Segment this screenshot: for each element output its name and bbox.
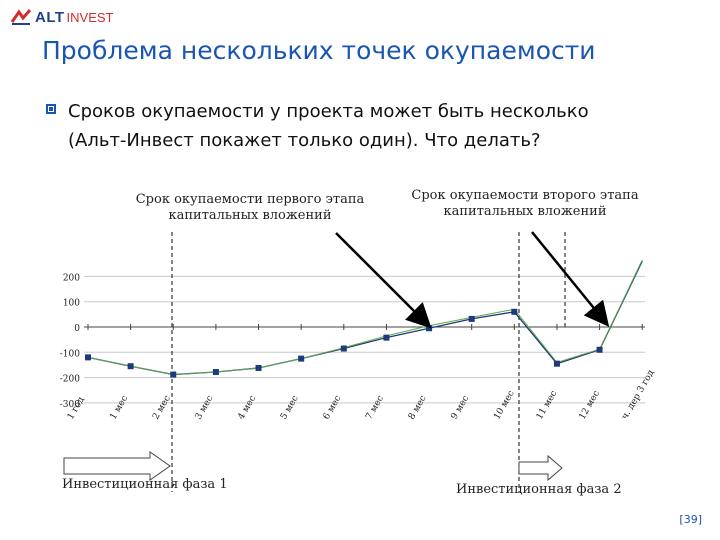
arrow-second-payback (531, 231, 610, 327)
page-title: Проблема нескольких точек окупаемости (42, 36, 596, 65)
page-number: [39] (679, 513, 702, 526)
x-tick-label: 1 мес (109, 394, 131, 421)
logo: ALT INVEST (10, 6, 114, 28)
bullet-text-line-2: (Альт-Инвест покажет только один). Что д… (68, 130, 541, 151)
x-tick-label: 11 мес (535, 389, 560, 421)
data-point (553, 360, 560, 367)
x-tick-label: ч. дер 3 год (620, 368, 657, 421)
y-tick-label: 200 (63, 273, 80, 283)
x-tick-label: 3 мес (194, 394, 216, 421)
data-point (426, 325, 433, 332)
series-line (87, 259, 643, 376)
bullet-text-line-1: Сроков окупаемости у проекта может быть … (68, 101, 589, 122)
arrow-first-payback (335, 232, 432, 329)
data-point (383, 334, 390, 341)
logo-brand: ALT (35, 8, 65, 26)
y-tick-label: 100 (63, 299, 80, 309)
data-point (298, 355, 305, 362)
phase-1-arrow (63, 451, 171, 481)
bullet-square-icon (46, 104, 56, 114)
data-point (511, 308, 518, 315)
data-point (127, 363, 134, 370)
logo-mark-icon (10, 9, 32, 25)
y-tick-label: 0 (74, 324, 80, 334)
y-tick-label: -300 (60, 400, 80, 410)
data-point (85, 354, 91, 361)
x-tick-label: 8 мес (407, 394, 429, 421)
data-point (340, 345, 347, 352)
series-line (87, 260, 643, 376)
x-tick-label: 5 мес (279, 394, 301, 421)
x-tick-label: 12 мес (578, 389, 603, 421)
label-phase-1: Инвестиционная фаза 1 (62, 477, 228, 492)
data-point (212, 369, 219, 376)
data-point (170, 371, 177, 378)
x-tick-label: 4 мес (236, 394, 258, 421)
data-point (255, 364, 262, 371)
y-tick-label: -200 (60, 375, 80, 385)
data-point (596, 346, 603, 353)
x-tick-label: 2 мес (151, 394, 173, 421)
label-phase-2: Инвестиционная фаза 2 (456, 482, 622, 497)
x-tick-label: 9 мес (450, 394, 472, 421)
phase-2-arrow (518, 454, 563, 482)
annotation-second-payback: Срок окупаемости второго этапа капитальн… (411, 188, 639, 219)
logo-brand-suffix: INVEST (66, 9, 114, 25)
x-tick-label: 10 мес (492, 389, 517, 421)
bullet-text: Сроков окупаемости у проекта может быть … (68, 97, 708, 155)
x-tick-label: 6 мес (322, 394, 344, 421)
y-tick-label: -100 (60, 349, 80, 359)
x-tick-label: 7 мес (364, 394, 386, 421)
data-point (468, 315, 475, 322)
annotation-first-payback: Срок окупаемости первого этапа капитальн… (135, 192, 365, 223)
